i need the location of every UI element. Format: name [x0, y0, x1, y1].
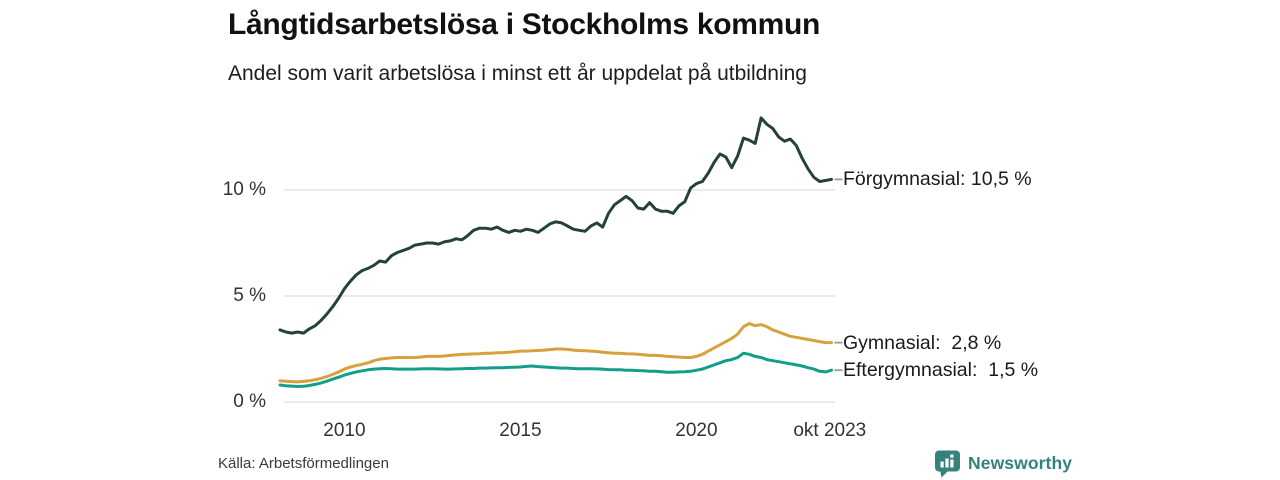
- y-axis-tick-label: 0 %: [233, 391, 266, 412]
- newsworthy-icon: [935, 450, 960, 477]
- series-lines: [278, 116, 833, 388]
- series-end-label-gymnasial: Gymnasial: 2,8 %: [843, 331, 1002, 354]
- x-axis-tick-label: okt 2023: [793, 420, 867, 441]
- series-line-förgymnasial: [278, 116, 833, 335]
- x-axis-tick-label: 2020: [675, 420, 718, 441]
- chart-subtitle: Andel som varit arbetslösa i minst ett å…: [228, 62, 807, 85]
- series-label-connectors: [834, 178, 843, 372]
- x-axis-tick-label: 2015: [499, 420, 542, 441]
- y-axis-tick-label: 5 %: [233, 285, 266, 306]
- series-line-eftergymnasial: [278, 351, 833, 388]
- y-axis-tick-label: 10 %: [222, 179, 266, 200]
- x-axis-tick-label: 2010: [323, 420, 366, 441]
- newsworthy-wordmark: Newsworthy: [968, 452, 1073, 473]
- source-note: Källa: Arbetsförmedlingen: [218, 455, 389, 472]
- chart-title: Långtidsarbetslösa i Stockholms kommun: [228, 8, 821, 41]
- series-end-label-eftergymnasial: Eftergymnasial: 1,5 %: [843, 359, 1039, 382]
- newsworthy-logo: Newsworthy: [934, 447, 1072, 479]
- gridlines: [284, 189, 835, 403]
- series-line-gymnasial: [278, 322, 833, 384]
- series-end-label-förgymnasial: Förgymnasial: 10,5 %: [843, 168, 1032, 191]
